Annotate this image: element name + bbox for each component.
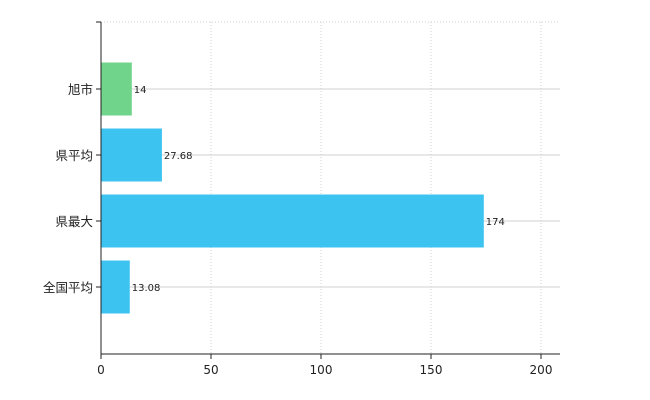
category-label: 全国平均 [43, 280, 93, 295]
data-label: 14 [134, 85, 147, 96]
data-label: 13.08 [132, 283, 161, 294]
x-tick-label: 100 [310, 363, 333, 377]
grid-lines [101, 21, 560, 354]
data-label: 174 [486, 217, 505, 228]
category-label: 県平均 [55, 148, 93, 163]
x-tick-label: 0 [97, 363, 105, 377]
bar [101, 194, 484, 248]
data-label: 27.68 [164, 151, 193, 162]
bar [101, 260, 130, 314]
bar [101, 128, 162, 182]
labels-group: 14 旭市 27.68 県平均 174 県最大 13.08 全国平均 0 50 100 150 200 [43, 82, 552, 377]
category-label: 旭市 [68, 82, 93, 97]
bars-group [101, 62, 484, 314]
axes-group [96, 21, 560, 359]
x-tick-label: 200 [530, 363, 553, 377]
x-tick-label: 50 [203, 363, 218, 377]
category-label: 県最大 [55, 214, 93, 229]
bar [101, 62, 132, 116]
x-tick-label: 150 [420, 363, 443, 377]
